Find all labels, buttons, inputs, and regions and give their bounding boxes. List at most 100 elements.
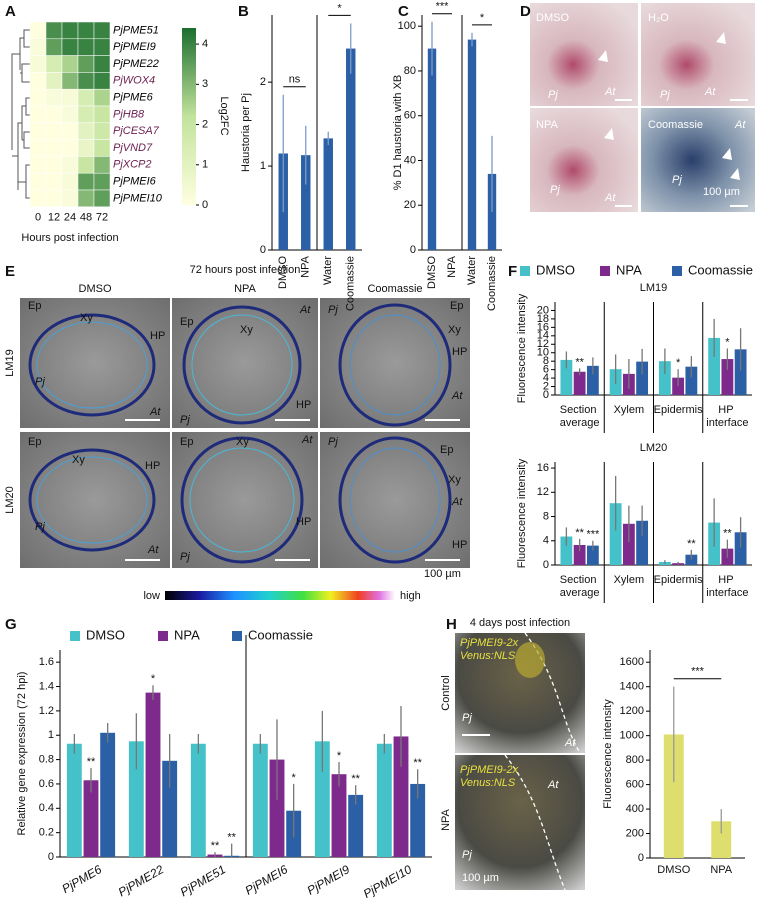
image-label: Ep [180, 436, 193, 448]
image-label: Pj [548, 89, 558, 101]
panel-letter: G [5, 616, 17, 633]
x-tick-label: Epidermis [654, 404, 703, 416]
row-label: PjPMEI10 [113, 192, 163, 204]
x-tick-label: HP interface [706, 404, 748, 429]
x-tick-label: Epidermis [654, 574, 703, 586]
significance-label: * [337, 2, 342, 14]
y-tick-label: 16 [537, 462, 549, 474]
colorbar-tick-label: 2 [202, 118, 208, 130]
image-label: Venus:NLS [460, 777, 516, 789]
bar [331, 774, 347, 857]
bar [658, 361, 671, 395]
significance-label: *** [691, 666, 705, 678]
heatmap-cell [77, 21, 95, 40]
row-title: LM19 [4, 349, 16, 377]
image-label: Pj [35, 376, 45, 388]
image-label: Xy [448, 324, 461, 336]
image-label: At [564, 737, 576, 749]
y-tick-label: 4 [543, 535, 549, 547]
x-tick-label: PjPMEI10 [361, 862, 414, 898]
heatmap-cell [29, 156, 47, 174]
image-label: At [734, 119, 746, 131]
image-label: At [604, 86, 616, 98]
bar [83, 780, 99, 857]
y-axis-label: % D1 haustoria with XB [392, 75, 404, 191]
y-tick-label: 10 [537, 347, 549, 359]
bar [427, 48, 437, 251]
panel-letter: H [446, 616, 457, 633]
scale-label: 100 µm [424, 568, 461, 580]
heatmap-cell [29, 122, 47, 140]
bar [734, 349, 747, 395]
image-label: At [149, 406, 161, 418]
y-tick-label: 12 [537, 338, 549, 350]
y-axis-label: Haustoria per Pj [240, 93, 252, 172]
significance-label: ** [351, 773, 360, 785]
y-tick-label: 0 [48, 851, 54, 863]
bar [348, 794, 364, 857]
image-label: Pj [660, 89, 670, 101]
heatmap-cell [77, 122, 95, 140]
x-tick-label: Section average [560, 574, 600, 599]
bar [622, 523, 635, 565]
row-label: PjWOX4 [113, 75, 155, 87]
heatmap-cell [45, 172, 63, 191]
colorbar-label: high [400, 590, 421, 602]
image-label: HP [452, 346, 467, 358]
image-label: Xy [236, 436, 249, 448]
scale-bars [615, 99, 748, 207]
image-label: Coomassie [648, 119, 703, 131]
y-tick-label: 16 [537, 321, 549, 333]
legend-swatch [672, 266, 682, 276]
column-title: DMSO [79, 283, 112, 295]
significance-label: ** [575, 527, 584, 539]
bar [269, 759, 285, 857]
image-label: H₂O [648, 12, 669, 24]
heatmap-cell [45, 156, 63, 174]
image-label: At [704, 86, 716, 98]
legend-label: NPA [174, 627, 200, 642]
heatmap-cell [77, 72, 95, 90]
x-axis-label: Hours post infection [21, 232, 118, 244]
legend-label: Coomassie [688, 262, 753, 277]
heatmap-cell [29, 21, 47, 40]
bar [393, 736, 409, 857]
y-tick-label: 0.4 [39, 802, 54, 814]
bar [573, 545, 586, 565]
x-tick-label: Water [466, 256, 478, 285]
significance-label: * [725, 336, 730, 348]
image-npa [530, 108, 638, 212]
legend-swatch [70, 631, 80, 641]
significance-label: ** [413, 757, 422, 769]
legend-label: DMSO [536, 262, 575, 277]
x-tick-label: 24 [64, 212, 76, 224]
image-label: Pj [672, 174, 682, 186]
heatmap-cell [61, 122, 79, 140]
colorbar [182, 28, 196, 205]
heatmap-cell [45, 105, 63, 124]
heatmap-cell [93, 156, 111, 174]
heatmap-cell [29, 172, 47, 191]
y-tick-label: 800 [626, 754, 644, 766]
bar [128, 741, 144, 857]
image-label: NPA [536, 119, 558, 131]
section-title: 72 hours post infection [190, 264, 301, 276]
heatmap-cell [77, 139, 95, 157]
x-tick-label: NPA [710, 864, 732, 876]
significance-label: * [151, 673, 156, 685]
row-label: PjPMEI6 [113, 176, 157, 188]
heatmap-cell [61, 55, 79, 73]
significance-label: ** [227, 832, 236, 844]
bar [66, 743, 82, 857]
image-label: HP [296, 399, 311, 411]
image-label: At [451, 390, 463, 402]
image-label: 100 µm [703, 186, 740, 198]
x-tick-label: 48 [80, 212, 92, 224]
heatmap-cell [29, 139, 47, 157]
heatmap-cell [93, 88, 111, 107]
column-title: Coomassie [367, 283, 422, 295]
y-tick-label: 80 [404, 65, 416, 77]
y-tick-label: 8 [543, 510, 549, 522]
heatmap-cell [29, 189, 47, 208]
bar [145, 692, 161, 857]
